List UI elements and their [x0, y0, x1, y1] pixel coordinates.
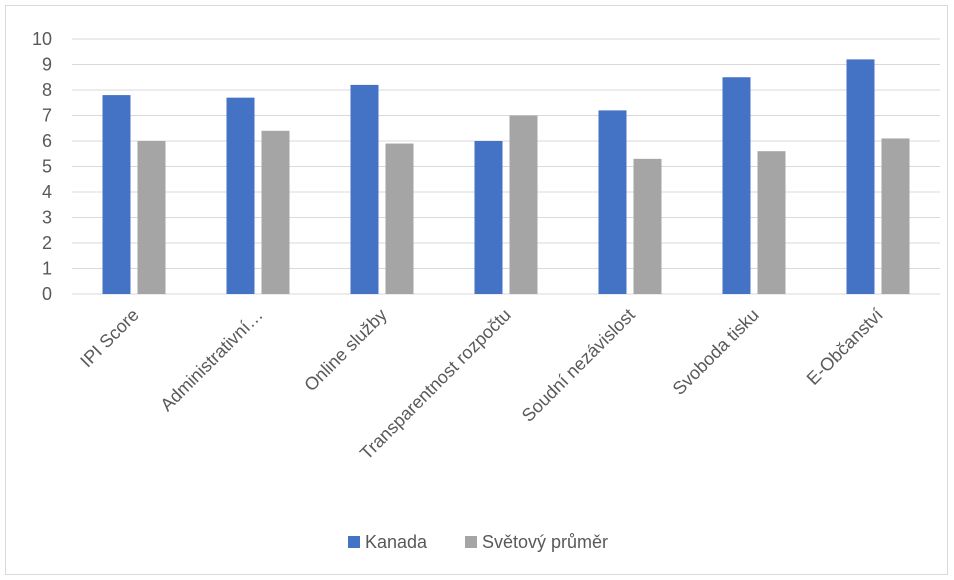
x-axis-category-labels: IPI Score Administrativní… Online službyTr…	[76, 305, 886, 464]
bar-svetovy-prumer-6	[881, 138, 910, 294]
x-category-label: Administrativní…	[156, 305, 266, 415]
y-tick-label: 1	[42, 259, 52, 279]
y-tick-label: 2	[42, 233, 52, 253]
bars	[102, 59, 910, 295]
bar-svetovy-prumer-1	[261, 130, 290, 294]
gridlines	[72, 38, 940, 295]
legend-label: Světový průměr	[482, 532, 608, 552]
bar-kanada-3	[474, 141, 503, 294]
legend-swatch	[465, 536, 477, 548]
y-tick-label: 3	[42, 208, 52, 228]
y-axis-tick-labels: 0 1 2 3 4 5 6 7 8 9 10	[32, 29, 52, 304]
y-tick-label: 0	[42, 284, 52, 304]
legend-swatch	[348, 536, 360, 548]
legend: Kanada Světový průměr	[348, 532, 608, 552]
x-category-label: IPI Score	[76, 305, 142, 371]
x-category-label: Online služby	[300, 305, 391, 396]
bar-svetovy-prumer-2	[385, 143, 414, 294]
x-category-label: E-Občanství	[803, 305, 887, 389]
y-tick-label: 5	[42, 157, 52, 177]
y-tick-label: 8	[42, 80, 52, 100]
y-tick-label: 4	[42, 182, 52, 202]
bar-kanada-4	[598, 110, 627, 295]
legend-label: Kanada	[365, 532, 428, 552]
bar-kanada-6	[846, 59, 875, 295]
bar-svetovy-prumer-4	[633, 158, 662, 294]
y-tick-label: 6	[42, 131, 52, 151]
x-category-label: Soudní nezávislost	[518, 305, 639, 426]
y-tick-label: 10	[32, 29, 52, 49]
bar-svetovy-prumer-0	[137, 141, 166, 294]
bar-kanada-1	[226, 97, 255, 295]
x-category-label: Svoboda tisku	[669, 305, 763, 399]
bar-kanada-2	[350, 84, 379, 295]
bar-svetovy-prumer-3	[509, 115, 538, 294]
bar-kanada-5	[722, 77, 751, 294]
bar-kanada-0	[102, 95, 131, 294]
y-tick-label: 9	[42, 55, 52, 75]
bar-svetovy-prumer-5	[757, 151, 786, 294]
y-tick-label: 7	[42, 106, 52, 126]
